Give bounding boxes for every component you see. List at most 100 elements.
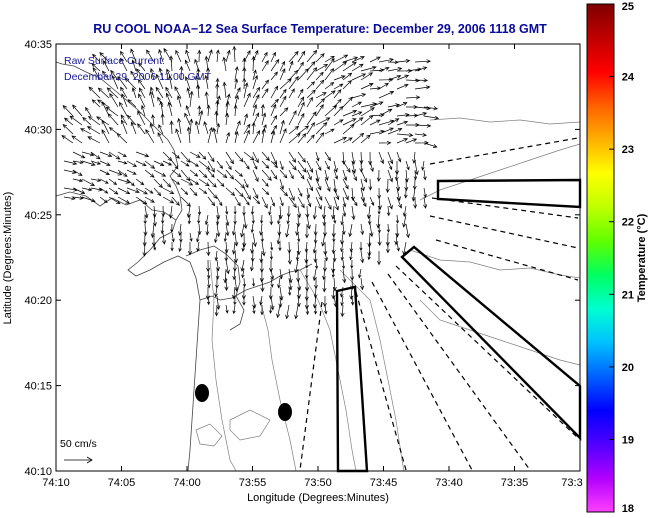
current-vector (306, 187, 311, 199)
current-vector (277, 277, 281, 289)
current-vector (189, 90, 194, 108)
current-vector (126, 178, 135, 187)
current-vector (385, 241, 390, 254)
current-vector (189, 232, 193, 242)
current-vector (351, 101, 362, 108)
current-vector (414, 111, 428, 117)
current-vector (405, 78, 420, 83)
current-vector (312, 241, 317, 254)
current-vector (297, 232, 301, 243)
current-vector (340, 295, 344, 307)
current-vector (324, 196, 332, 211)
current-vector (340, 232, 345, 245)
current-vector (189, 178, 200, 185)
current-vector (97, 87, 110, 99)
current-vector (402, 214, 407, 228)
current-vector (225, 304, 229, 314)
current-vector (396, 74, 410, 81)
current-vector (260, 232, 264, 243)
current-vector (288, 160, 297, 171)
x-tick-label: 74:10 (42, 477, 70, 489)
current-vector (377, 232, 382, 247)
current-vector (180, 169, 191, 182)
radar-range-lines (299, 137, 579, 471)
current-vector (277, 223, 282, 237)
current-vector (234, 178, 245, 189)
current-vector (69, 115, 83, 126)
current-vector (261, 88, 269, 99)
current-vector (177, 117, 182, 135)
current-vector (277, 214, 281, 225)
marker-dot (278, 403, 292, 421)
current-vector (369, 160, 374, 173)
current-vector (231, 223, 236, 236)
current-vector (288, 277, 293, 291)
current-vector (342, 56, 359, 63)
current-vector (232, 45, 237, 63)
current-vector (144, 169, 155, 178)
current-vector (341, 223, 346, 236)
current-vector (175, 128, 182, 144)
current-vector (315, 104, 324, 117)
current-vector (225, 223, 230, 237)
current-vector (270, 124, 278, 135)
current-vector (127, 99, 137, 108)
current-vector (285, 304, 290, 320)
current-vector (251, 214, 255, 225)
current-vector (252, 74, 259, 90)
current-vector (224, 241, 229, 254)
current-vector (359, 151, 364, 165)
current-vector (137, 110, 146, 126)
current-vector (144, 196, 155, 203)
current-vector (168, 205, 173, 219)
current-vector (171, 169, 182, 178)
current-vector (279, 160, 284, 171)
current-vector (234, 277, 239, 292)
current-vector (279, 268, 283, 280)
current-vector (168, 75, 173, 90)
current-vector (260, 305, 264, 316)
current-vector (342, 205, 347, 217)
current-vector (351, 93, 367, 99)
current-vector (243, 113, 249, 126)
current-vector (162, 151, 173, 162)
current-vector (288, 151, 297, 163)
current-vector (288, 50, 299, 63)
current-vector (204, 91, 209, 108)
current-vector (333, 196, 339, 211)
current-vector (207, 187, 218, 199)
current-vector (333, 83, 344, 90)
x-tick-label: 73:35 (501, 477, 529, 489)
current-vector (234, 120, 241, 135)
current-vector (135, 187, 148, 195)
current-vector (124, 77, 137, 90)
current-vector (423, 196, 428, 209)
current-vector (306, 111, 317, 126)
current-vector (243, 214, 248, 230)
current-vector (279, 187, 289, 197)
current-vector (287, 250, 292, 265)
current-vector (153, 169, 167, 177)
current-vector (165, 86, 173, 99)
current-vector (243, 160, 250, 170)
current-vector (342, 61, 357, 72)
current-vector (185, 105, 191, 117)
current-vector (387, 196, 393, 210)
current-vector (126, 169, 137, 175)
current-vector (149, 123, 155, 135)
current-vector (234, 130, 239, 144)
current-vector (260, 103, 265, 117)
current-vector (360, 169, 368, 183)
current-vector (294, 304, 299, 320)
current-vector (72, 196, 84, 200)
current-vector (249, 259, 254, 272)
current-vector (225, 214, 230, 227)
current-vector (306, 89, 316, 99)
current-vector (349, 250, 353, 261)
current-vector (153, 187, 162, 197)
current-vector (71, 135, 83, 144)
current-vector (108, 169, 123, 176)
current-vector (169, 55, 174, 72)
current-vector (278, 295, 283, 308)
current-vector (72, 160, 84, 165)
